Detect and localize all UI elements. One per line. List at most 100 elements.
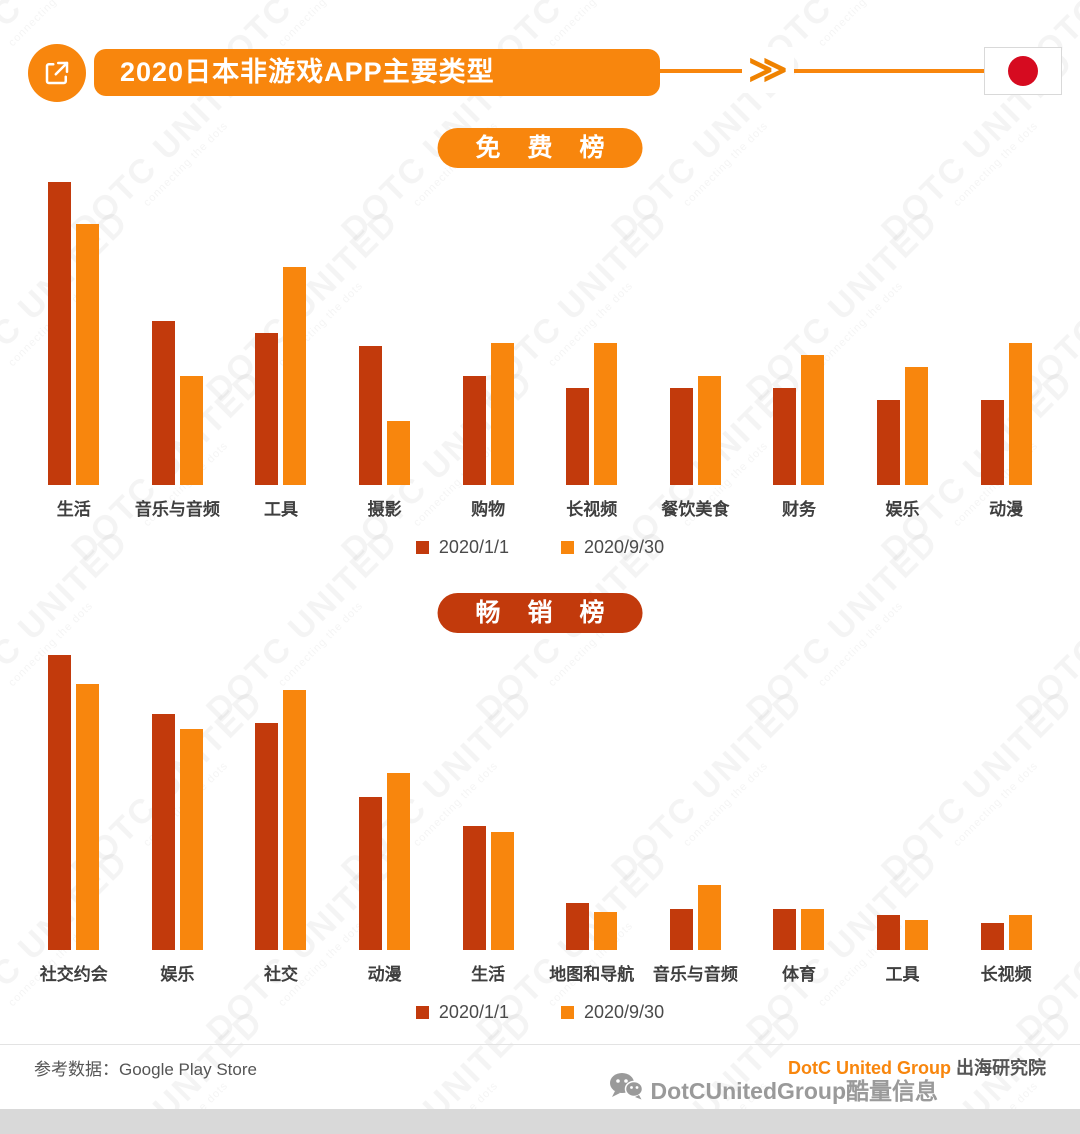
bar-series-1 [773, 909, 797, 950]
wechat-icon [609, 1072, 643, 1106]
bar-series-1 [877, 400, 901, 485]
category-label: 地图和导航 [549, 965, 635, 984]
legend-label-series1: 2020/1/1 [438, 1002, 509, 1022]
bar-group: 工具 [852, 655, 953, 985]
bar-series-1 [151, 714, 175, 950]
bar-series-1 [255, 333, 279, 485]
bar-pair [566, 655, 618, 950]
bar-series-2 [283, 690, 307, 950]
legend-item-series1: 2020/1/1 [415, 1002, 509, 1023]
bar-series-2 [179, 729, 203, 950]
legend-swatch-series1 [415, 1006, 429, 1019]
wechat-account-row: DotCUnitedGroup酷量信息 [609, 1072, 938, 1106]
bar-group: 摄影 [334, 182, 435, 520]
category-label: 财务 [781, 500, 816, 519]
bar-pair [877, 182, 929, 485]
bar-series-1 [359, 797, 383, 950]
bestselling-chart: 社交约会 娱乐 社交 动漫 生活 地图和导航 音乐与音频 体育 工具 长视频 [22, 655, 1058, 985]
data-source-note: 参考数据：Google Play Store [34, 1060, 257, 1079]
legend-free: 2020/1/1 2020/9/30 [0, 537, 1080, 558]
bar-series-1 [359, 346, 383, 485]
bar-pair [773, 655, 825, 950]
brand-name: DotC United Group [788, 1058, 951, 1078]
bar-pair [566, 182, 618, 485]
title-line-decoration [652, 69, 988, 73]
category-label: 娱乐 [885, 500, 920, 519]
category-label: 长视频 [980, 965, 1032, 984]
category-label: 生活 [471, 965, 506, 984]
bar-group: 动漫 [956, 182, 1057, 520]
bar-series-1 [566, 903, 590, 950]
bar-pair [877, 655, 929, 950]
bar-group: 社交 [230, 655, 331, 985]
japan-flag-icon [984, 47, 1062, 95]
category-label: 音乐与音频 [652, 965, 738, 984]
bar-group: 社交约会 [23, 655, 124, 985]
category-label: 摄影 [367, 500, 402, 519]
footer-divider [0, 1044, 1080, 1045]
bar-series-1 [773, 388, 797, 485]
japan-flag-sun [1008, 56, 1038, 86]
bar-series-2 [387, 773, 411, 950]
bar-group: 地图和导航 [541, 655, 642, 985]
bar-group: 动漫 [334, 655, 435, 985]
category-label: 工具 [885, 965, 920, 984]
bar-series-1 [566, 388, 590, 485]
legend-swatch-series2 [561, 1006, 574, 1019]
bar-series-2 [283, 267, 307, 485]
bar-series-1 [48, 182, 72, 485]
bar-group: 生活 [23, 182, 124, 520]
bar-series-1 [877, 915, 901, 950]
bar-group: 财务 [748, 182, 849, 520]
wechat-account-name: DotCUnitedGroup酷量信息 [650, 1078, 938, 1104]
legend-label-series2: 2020/9/30 [584, 537, 665, 557]
bar-series-2 [490, 343, 514, 485]
bar-series-1 [151, 321, 175, 485]
category-label: 动漫 [989, 500, 1024, 519]
bar-pair [462, 182, 514, 485]
bar-group: 长视频 [541, 182, 642, 520]
bottom-gray-bar [0, 1109, 1080, 1134]
bar-pair [773, 182, 825, 485]
free-chart: 生活 音乐与音频 工具 摄影 购物 长视频 餐饮美食 财务 娱乐 动漫 [22, 182, 1058, 520]
bar-group: 工具 [230, 182, 331, 520]
bar-group: 娱乐 [127, 655, 228, 985]
bar-pair [669, 182, 721, 485]
category-label: 社交 [263, 965, 298, 984]
bar-series-1 [462, 826, 486, 950]
category-label: 长视频 [566, 500, 618, 519]
legend-swatch-series1 [415, 541, 429, 554]
bar-group: 音乐与音频 [645, 655, 746, 985]
bar-pair [462, 655, 514, 950]
bar-series-1 [669, 909, 693, 950]
brand-line: DotC United Group 出海研究院 [788, 1054, 1046, 1080]
category-label: 工具 [263, 500, 298, 519]
bar-pair [48, 182, 100, 485]
category-label: 娱乐 [160, 965, 195, 984]
bar-series-2 [905, 367, 929, 485]
bar-series-2 [490, 832, 514, 950]
brand-suffix: 出海研究院 [950, 1058, 1046, 1078]
bar-series-1 [255, 723, 279, 950]
bar-group: 音乐与音频 [127, 182, 228, 520]
bar-group: 生活 [438, 655, 539, 985]
bar-series-2 [1008, 915, 1032, 950]
bar-series-2 [76, 224, 100, 485]
chart-badge-free: 免 费 榜 [437, 128, 643, 168]
bar-pair [48, 655, 100, 950]
bar-series-2 [1008, 343, 1032, 485]
category-label: 社交约会 [39, 965, 108, 984]
category-label: 音乐与音频 [134, 500, 220, 519]
category-label: 体育 [781, 965, 816, 984]
bar-pair [151, 655, 203, 950]
bar-series-2 [179, 376, 203, 485]
bar-pair [980, 655, 1032, 950]
bar-group: 餐饮美食 [645, 182, 746, 520]
bar-group: 娱乐 [852, 182, 953, 520]
share-icon [28, 44, 86, 102]
bar-series-1 [980, 923, 1004, 950]
bar-series-2 [801, 355, 825, 485]
bar-group: 长视频 [956, 655, 1057, 985]
bar-series-2 [697, 885, 721, 950]
